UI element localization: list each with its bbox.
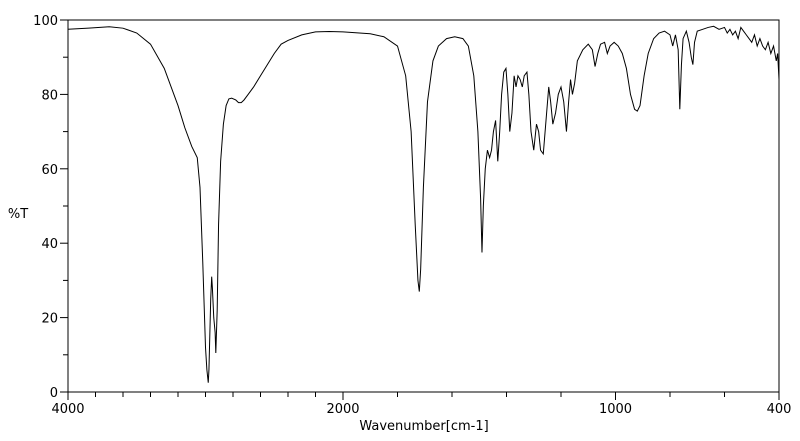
y-tick-label: 40: [41, 237, 58, 252]
plot-frame: [67, 19, 780, 393]
y-tick-label: 0: [50, 386, 58, 401]
y-axis: 0 20 40 60 80 100: [33, 14, 68, 401]
x-axis: 4000 2000 1000 400: [51, 392, 791, 417]
x-tick-label: 4000: [51, 402, 84, 417]
y-tick-label: 20: [41, 312, 58, 327]
y-tick-label: 80: [41, 88, 58, 103]
y-tick-label: 60: [41, 163, 58, 178]
y-axis-title: %T: [8, 207, 28, 222]
y-tick-label: 100: [33, 14, 58, 29]
x-tick-label: 400: [767, 402, 792, 417]
spectrum-line: [67, 25, 780, 383]
x-tick-label: 2000: [326, 402, 359, 417]
x-axis-title: Wavenumber[cm-1]: [359, 419, 488, 434]
x-tick-label: 1000: [599, 402, 632, 417]
